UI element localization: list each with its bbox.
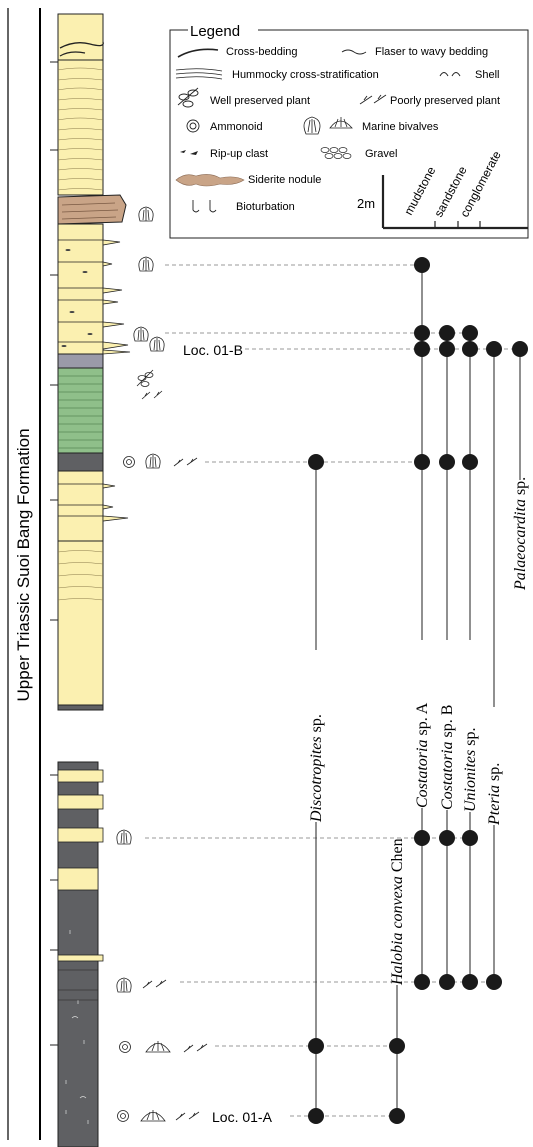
taxon-label-pteria: Pteria sp.: [486, 763, 503, 826]
occurrence-dot: [462, 974, 478, 990]
flaser-icon: [341, 49, 367, 55]
location-label-upper: Loc. 01-B: [183, 342, 243, 358]
taxon-label-halobia: Halobia convexa Chen: [389, 838, 406, 986]
occurrence-dot: [462, 454, 478, 470]
occurrence-dot: [414, 974, 430, 990]
occurrence-dot: [439, 325, 455, 341]
bivalve-icon: [138, 256, 154, 272]
occurrence-dot: [389, 1108, 405, 1124]
bivalve-icon: [138, 206, 154, 222]
cross-bedding-icon: [177, 48, 219, 58]
occurrence-dot: [414, 454, 430, 470]
poorly-preserved-plant-icon: [142, 979, 167, 989]
formation-label: Upper Triassic Suoi Bang Formation: [14, 428, 33, 701]
lithology-column: [50, 13, 131, 1147]
scale-label: 2m: [357, 196, 375, 211]
formation-bracket: [7, 8, 41, 1140]
ammonoid-icon: [123, 456, 135, 468]
legend-cross-bedding: Cross-bedding: [226, 46, 298, 58]
legend-shell: Shell: [475, 69, 499, 81]
marine-bivalve-icon: [140, 1110, 166, 1122]
gravel-icon: [320, 147, 352, 159]
ammonoid-icon: [117, 1110, 129, 1122]
occurrence-dot: [462, 341, 478, 357]
occurrence-dot: [486, 974, 502, 990]
poorly-preserved-plant-icon: [173, 457, 198, 467]
occurrence-dot: [439, 830, 455, 846]
occurrence-dot: [462, 830, 478, 846]
legend-box: Legend Cross-bedding Flaser to wavy bedd…: [169, 23, 529, 239]
ammonoid-icon: [186, 119, 200, 133]
marine-bivalve-icon: [303, 116, 353, 135]
occurrence-dot: [308, 454, 324, 470]
marine-bivalve-icon: [145, 1041, 171, 1053]
poorly-preserved-plant-icon: [183, 1043, 208, 1053]
legend-marine-bivalves: Marine bivalves: [362, 121, 439, 133]
occurrence-dot: [414, 257, 430, 273]
well-preserved-plant-icon: [177, 87, 199, 108]
bivalve-icon: [133, 326, 149, 342]
occurrence-dot: [308, 1108, 324, 1124]
correlation-lines: [145, 264, 520, 1117]
occurrence-dot: [308, 1038, 324, 1054]
occurrence-dot: [486, 341, 502, 357]
legend-flaser: Flaser to wavy bedding: [375, 46, 488, 58]
ammonoid-icon: [119, 1041, 131, 1053]
legend-siderite: Siderite nodule: [248, 174, 321, 186]
legend-ripup: Rip-up clast: [210, 148, 268, 160]
occurrence-dot: [512, 341, 528, 357]
occurrence-dot: [414, 325, 430, 341]
scale-bar: [381, 175, 528, 230]
poorly-preserved-plant-icon: [141, 390, 163, 400]
bivalve-icon: [145, 453, 161, 469]
location-label-lower: Loc. 01-A: [212, 1109, 273, 1125]
legend-hummocky: Hummocky cross-stratification: [232, 69, 379, 81]
taxon-label-discotropites: Discotropites sp.: [308, 714, 325, 823]
occurrence-dot: [414, 341, 430, 357]
occurrence-dot: [439, 341, 455, 357]
taxon-label-palaeocardita: Palaeocardita sp.: [512, 477, 529, 591]
occurrence-dot: [414, 830, 430, 846]
poorly-preserved-plant-icon: [175, 1111, 200, 1121]
occurrence-dots: [308, 257, 528, 1124]
siderite-nodule-icon: [175, 174, 245, 187]
occurrence-dot: [439, 974, 455, 990]
poorly-preserved-plant-icon: [359, 94, 387, 105]
taxon-label-unionites: Unionites sp.: [462, 728, 479, 812]
legend-bioturbation: Bioturbation: [236, 201, 295, 213]
fossil-symbols: [116, 206, 208, 1122]
bivalve-icon: [116, 977, 132, 993]
taxon-label-costatoria-a: Costatoria sp. A: [414, 702, 431, 808]
legend-ammonoid: Ammonoid: [210, 121, 263, 133]
well-preserved-plant-icon: [136, 369, 154, 387]
legend-well-plant: Well preserved plant: [210, 95, 310, 107]
occurrence-dot: [462, 325, 478, 341]
bivalve-icon: [149, 336, 165, 352]
bioturbation-icon: [192, 200, 217, 213]
legend-title: Legend: [190, 23, 240, 40]
hummocky-icon: [175, 68, 223, 80]
taxon-label-costatoria-b: Costatoria sp. B: [439, 705, 456, 810]
legend-gravel: Gravel: [365, 148, 397, 160]
legend-poor-plant: Poorly preserved plant: [390, 95, 500, 107]
ripup-clast-icon: [180, 150, 198, 155]
shell-icon: [439, 72, 461, 77]
occurrence-dot: [389, 1038, 405, 1054]
bivalve-icon: [116, 829, 132, 845]
occurrence-dot: [439, 454, 455, 470]
